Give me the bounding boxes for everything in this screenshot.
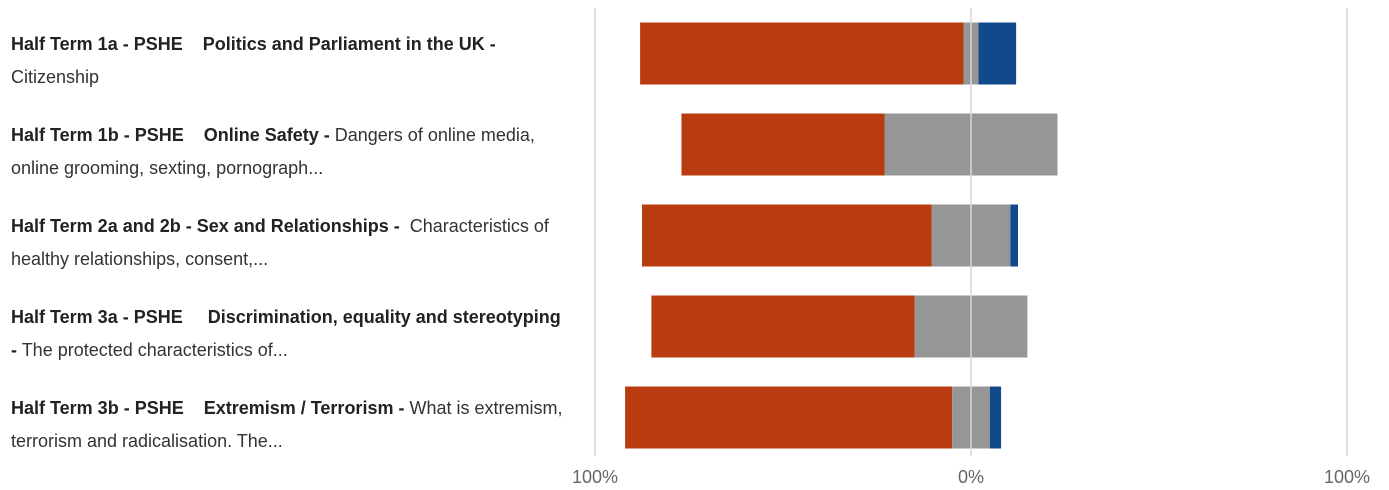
bar-segment (1010, 204, 1018, 267)
x-tick-label: 100% (1324, 467, 1370, 487)
category-label: Half Term 2a and 2b - Sex and Relationsh… (11, 210, 571, 276)
category-detail: Dangers of online media, online grooming… (11, 125, 540, 178)
category-title: Half Term 1a - PSHE Politics and Parliam… (11, 34, 496, 54)
category-title: Half Term 3a - PSHE Discrimination, equa… (11, 307, 566, 360)
category-detail: What is extremism, terrorism and radical… (11, 398, 568, 451)
category-title: Half Term 3b - PSHE Extremism / Terroris… (11, 398, 405, 418)
bar-segment (642, 204, 932, 267)
bar-segment (651, 295, 915, 358)
x-tick-label: 100% (572, 467, 618, 487)
category-detail: Characteristics of healthy relationships… (11, 216, 554, 269)
bar-segment (978, 22, 1017, 85)
category-label: Half Term 3b - PSHE Extremism / Terroris… (11, 392, 571, 458)
category-detail: Citizenship (11, 67, 100, 87)
category-title: Half Term 2a and 2b - Sex and Relationsh… (11, 216, 400, 236)
category-label: Half Term 1b - PSHE Online Safety - Dang… (11, 119, 571, 185)
category-title: Half Term 1b - PSHE Online Safety - (11, 125, 330, 145)
bar-segment (989, 386, 1002, 449)
bar-segment (625, 386, 953, 449)
category-label: Half Term 3a - PSHE Discrimination, equa… (11, 301, 571, 367)
bar-segment (681, 113, 885, 176)
x-tick-label: 0% (958, 467, 984, 487)
bar-segment (640, 22, 964, 85)
category-detail: The protected characteristics of... (21, 340, 288, 360)
category-label: Half Term 1a - PSHE Politics and Parliam… (11, 28, 571, 94)
